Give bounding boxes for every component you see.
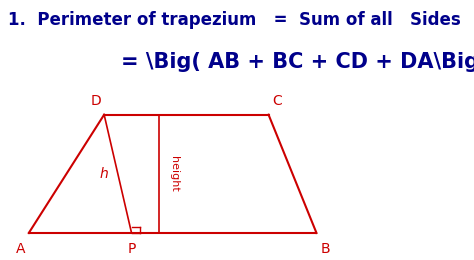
Text: B: B (320, 242, 330, 256)
Text: A: A (16, 242, 25, 256)
Text: height: height (169, 156, 179, 192)
Text: h: h (100, 167, 109, 181)
Text: P: P (128, 242, 136, 256)
Text: C: C (272, 94, 282, 108)
Text: D: D (90, 94, 101, 108)
Text: 1.  Perimeter of trapezium   =  Sum of all   Sides: 1. Perimeter of trapezium = Sum of all S… (8, 11, 461, 29)
Text: = \Big( AB + BC + CD + DA\Big): = \Big( AB + BC + CD + DA\Big) (121, 52, 474, 72)
